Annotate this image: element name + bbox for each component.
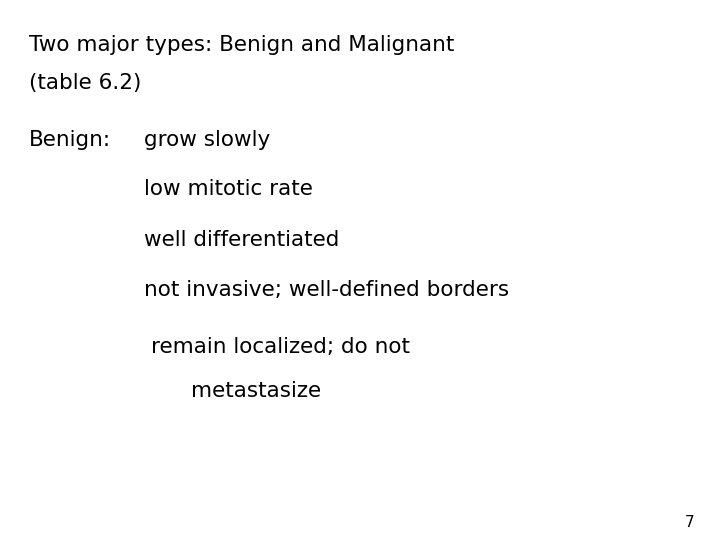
Text: (table 6.2): (table 6.2) — [29, 73, 141, 93]
Text: 7: 7 — [685, 515, 695, 530]
Text: well differentiated: well differentiated — [144, 230, 339, 249]
Text: Two major types: Benign and Malignant: Two major types: Benign and Malignant — [29, 35, 454, 55]
Text: grow slowly: grow slowly — [144, 130, 270, 150]
Text: metastasize: metastasize — [191, 381, 321, 401]
Text: not invasive; well-defined borders: not invasive; well-defined borders — [144, 280, 509, 300]
Text: Benign:: Benign: — [29, 130, 111, 150]
Text: low mitotic rate: low mitotic rate — [144, 179, 313, 199]
Text: remain localized; do not: remain localized; do not — [151, 337, 410, 357]
